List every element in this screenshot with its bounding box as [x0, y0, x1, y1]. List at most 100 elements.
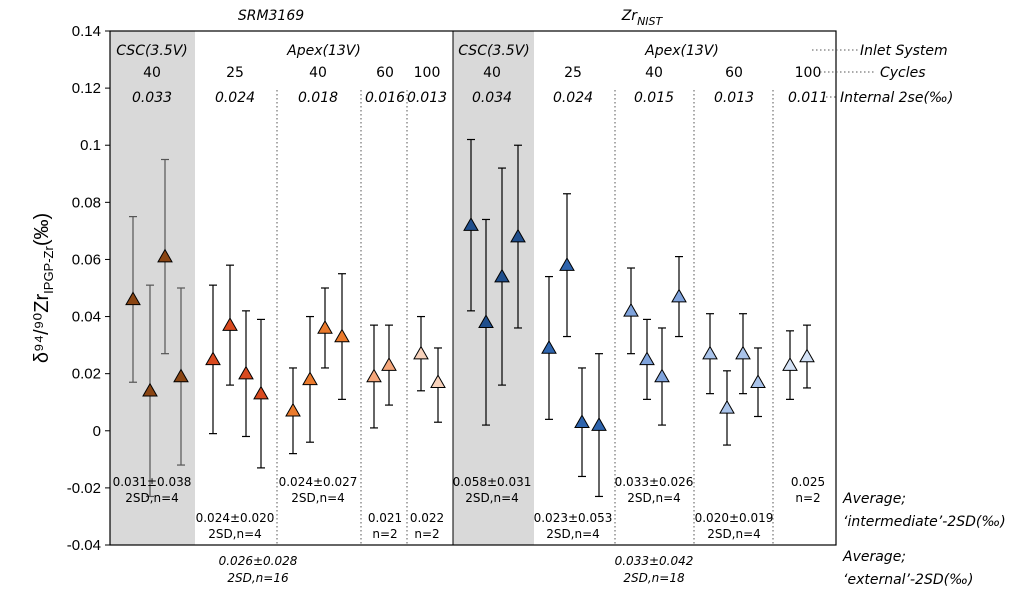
- right-label-cycles: Cycles: [880, 65, 926, 81]
- data-point-marker: [430, 374, 446, 388]
- cycles-label: 25: [226, 65, 244, 81]
- y-tick-label: 0.12: [72, 80, 101, 97]
- y-axis-label-main: δ⁹⁴/⁹⁰Zr: [31, 294, 53, 364]
- data-point-marker: [334, 328, 350, 343]
- y-axis-label-sub: IPGP-Zr: [41, 246, 56, 294]
- internal-se-label: 0.011: [788, 90, 828, 106]
- data-point-marker: [222, 317, 238, 331]
- internal-se-label: 0.015: [634, 90, 674, 106]
- marker-group: 60 0.013 0.020±0.019 2SD,n=4: [695, 65, 774, 541]
- data-point-marker: [510, 228, 526, 243]
- group-average-label: 0.024±0.020: [196, 511, 275, 525]
- group-average-label: 0.031±0.038: [113, 475, 192, 489]
- cycles-label: 40: [143, 65, 161, 81]
- inlet-label-apex-srm: Apex(13V): [286, 43, 361, 59]
- data-point-marker: [463, 217, 479, 231]
- external-n-srm: 2SD,n=16: [227, 571, 289, 585]
- marker-group: 25 0.024 0.023±0.053 2SD,n=4: [534, 65, 613, 541]
- data-point-marker: [285, 402, 301, 417]
- internal-se-label: 0.024: [553, 90, 593, 106]
- y-tick-label: 0.02: [72, 366, 101, 383]
- y-tick-label: 0.06: [72, 251, 101, 268]
- data-point-marker: [671, 288, 687, 303]
- marker-group: 40 0.018 0.024±0.027 2SD,n=4: [279, 65, 358, 505]
- marker-group: 100 0.013 0.022 n=2: [407, 65, 447, 541]
- group-layer: 40 0.033 0.031±0.038 2SD,n=4 25 0.024 0.024±0.…: [113, 65, 828, 541]
- data-point-marker: [413, 345, 429, 360]
- y-tick-label: -0.02: [67, 480, 101, 497]
- y-tick-label: 0: [93, 423, 101, 440]
- group-average-label: 0.023±0.053: [534, 511, 613, 525]
- group-n-label: 2SD,n=4: [707, 527, 761, 541]
- data-point-marker: [639, 351, 655, 366]
- y-tick-label: 0.08: [72, 194, 101, 211]
- cycles-label: 40: [483, 65, 501, 81]
- y-tick-label: -0.04: [67, 537, 101, 554]
- group-n-label: n=2: [414, 527, 439, 541]
- group-n-label: 2SD,n=4: [465, 491, 519, 505]
- data-point-marker: [591, 417, 607, 431]
- right-label-inlet: Inlet System: [860, 43, 948, 59]
- data-point-marker: [494, 268, 510, 283]
- y-axis: -0.04 -0.02 0 0.02 0.04 0.06 0.08 0.1 0.12 0.14: [67, 23, 110, 554]
- sample-title-srm: SRM3169: [238, 8, 304, 24]
- internal-se-label: 0.033: [132, 90, 172, 106]
- y-tick-label: 0.14: [72, 23, 101, 40]
- group-average-label: 0.024±0.027: [279, 475, 358, 489]
- group-average-label: 0.058±0.031: [453, 475, 532, 489]
- data-point-marker: [541, 339, 557, 354]
- internal-se-label: 0.024: [215, 90, 255, 106]
- sample-title-nist-name: Zr: [621, 8, 639, 24]
- cycles-label: 60: [725, 65, 743, 81]
- y-tick-label: 0.1: [80, 137, 101, 154]
- cycles-label: 40: [309, 65, 327, 81]
- marker-group: 40 0.034 0.058±0.031 2SD,n=4: [453, 65, 532, 505]
- external-avg-srm: 0.026±0.028: [219, 554, 298, 568]
- group-average-label: 0.021: [368, 511, 402, 525]
- data-point-marker: [253, 385, 269, 400]
- internal-se-label: 0.034: [472, 90, 512, 106]
- data-point-marker: [719, 399, 735, 414]
- group-n-label: 2SD,n=4: [291, 491, 345, 505]
- data-point-marker: [623, 302, 639, 317]
- data-point-marker: [735, 345, 751, 360]
- marker-group: 60 0.016 0.021 n=2: [365, 65, 405, 541]
- data-point-marker: [366, 368, 382, 383]
- group-n-label: 2SD,n=4: [546, 527, 600, 541]
- inlet-label-apex-nist: Apex(13V): [644, 43, 719, 59]
- inlet-label-csc-nist: CSC(3.5V): [458, 43, 529, 59]
- group-n-label: n=2: [372, 527, 397, 541]
- y-axis-label: δ⁹⁴/⁹⁰ZrIPGP-Zr(‰): [31, 213, 56, 363]
- right-label-avg-ext-1: Average;: [842, 549, 906, 565]
- data-point-marker: [799, 348, 815, 363]
- cycles-label: 40: [645, 65, 663, 81]
- group-average-label: 0.025: [791, 475, 825, 489]
- external-avg-nist: 0.033±0.042: [615, 554, 694, 568]
- data-point-marker: [702, 345, 718, 360]
- sample-title-nist: ZrNIST: [621, 8, 664, 28]
- marker-group: 25 0.024 0.024±0.020 2SD,n=4: [196, 65, 275, 541]
- group-average-label: 0.022: [410, 511, 444, 525]
- plot-frame: [109, 30, 837, 546]
- y-tick-label: 0.04: [72, 309, 101, 326]
- internal-se-label: 0.016: [365, 90, 405, 106]
- sample-title-nist-sub: NIST: [637, 15, 663, 28]
- right-label-avg-int-1: Average;: [842, 491, 906, 507]
- group-n-label: 2SD,n=4: [208, 527, 262, 541]
- csc-shade-nist: [453, 31, 534, 545]
- inlet-label-csc-srm: CSC(3.5V): [116, 43, 187, 59]
- internal-se-label: 0.018: [298, 90, 338, 106]
- marker-group: 100 0.011 0.025 n=2: [782, 65, 828, 505]
- right-label-internal: Internal 2se(‰): [840, 90, 953, 106]
- data-point-marker: [478, 314, 494, 329]
- data-point-marker: [125, 291, 141, 306]
- data-point-marker: [559, 257, 575, 271]
- sample-title-srm-name: SRM3169: [238, 8, 304, 24]
- data-point-marker: [381, 357, 397, 371]
- group-n-label: n=2: [795, 491, 820, 505]
- data-point-marker: [173, 368, 189, 383]
- group-average-label: 0.033±0.026: [615, 475, 694, 489]
- data-point-marker: [205, 351, 221, 366]
- group-average-label: 0.020±0.019: [695, 511, 774, 525]
